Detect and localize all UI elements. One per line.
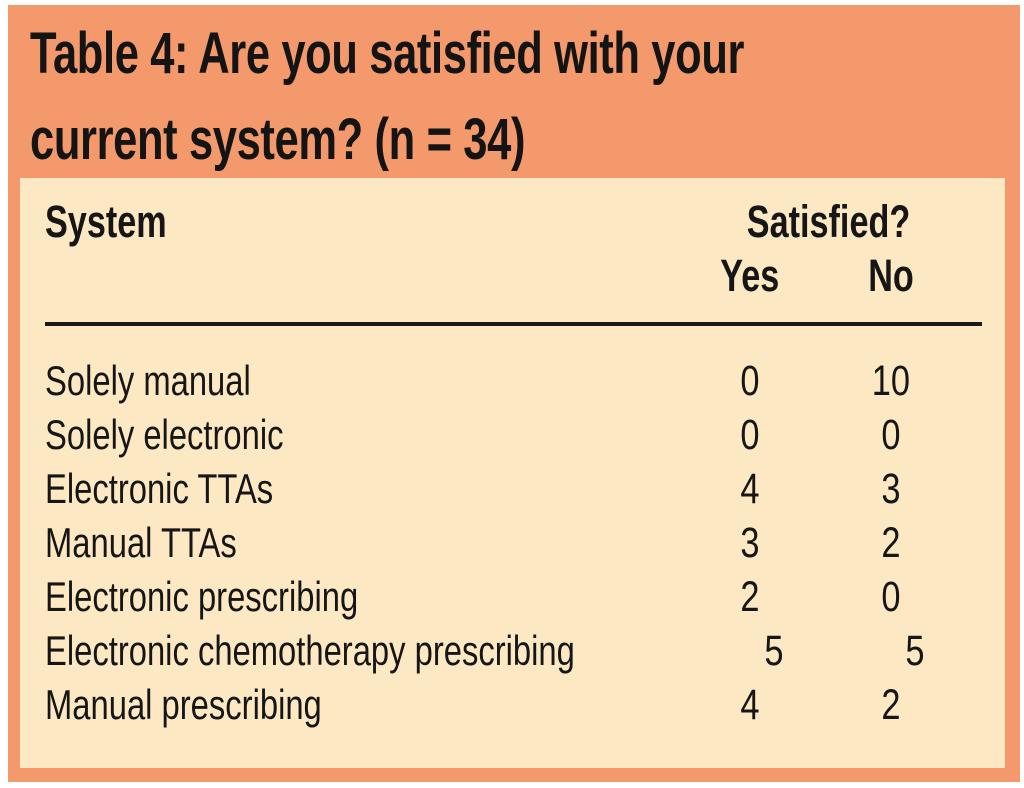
column-header-system: System [45, 196, 167, 247]
row-no-value: 2 [881, 680, 901, 729]
row-label: Solely electronic [45, 411, 284, 458]
table-body: Solely manual 0 10 Solely electronic 0 0… [45, 354, 982, 732]
table-row: Electronic chemotherapy prescribing 5 5 [45, 624, 982, 678]
row-label: Solely manual [45, 357, 251, 404]
row-no-value: 3 [881, 464, 901, 513]
row-no-value: 2 [881, 518, 901, 567]
row-no-value: 5 [905, 626, 925, 675]
row-no-value: 0 [881, 572, 901, 621]
row-yes-value: 4 [740, 680, 760, 729]
column-header-yes: Yes [720, 250, 780, 301]
row-no-value: 10 [871, 356, 911, 405]
row-label: Manual prescribing [45, 681, 322, 728]
table-row: Manual prescribing 4 2 [45, 678, 982, 732]
table-title-line2: current system? (n = 34) [30, 107, 526, 172]
table-row: Manual TTAs 3 2 [45, 516, 982, 570]
row-yes-value: 4 [740, 464, 760, 513]
row-yes-value: 3 [740, 518, 760, 567]
table-card: System Satisfied? Yes No Solely manual 0… [20, 178, 1005, 768]
row-label: Electronic chemotherapy prescribing [45, 627, 575, 674]
table-figure-panel: Table 4: Are you satisfied with your cur… [8, 5, 1020, 782]
row-yes-value: 5 [764, 626, 784, 675]
row-label: Electronic TTAs [45, 465, 274, 512]
table-header-row-2: Yes No [45, 250, 982, 301]
table-row: Electronic TTAs 4 3 [45, 462, 982, 516]
row-yes-value: 0 [740, 410, 760, 459]
column-header-satisfied: Satisfied? [747, 196, 911, 247]
table-title: Table 4: Are you satisfied with your cur… [8, 5, 1020, 183]
table-row: Electronic prescribing 2 0 [45, 570, 982, 624]
table-row: Solely manual 0 10 [45, 354, 982, 408]
row-no-value: 0 [881, 410, 901, 459]
table-header-row-1: System Satisfied? [45, 194, 982, 250]
row-label: Manual TTAs [45, 519, 237, 566]
table-title-line1: Table 4: Are you satisfied with your [30, 21, 745, 86]
row-label: Electronic prescribing [45, 573, 359, 620]
row-yes-value: 2 [740, 572, 760, 621]
column-header-no: No [868, 250, 914, 301]
table-row: Solely electronic 0 0 [45, 408, 982, 462]
row-yes-value: 0 [740, 356, 760, 405]
header-divider-rule [45, 322, 982, 326]
